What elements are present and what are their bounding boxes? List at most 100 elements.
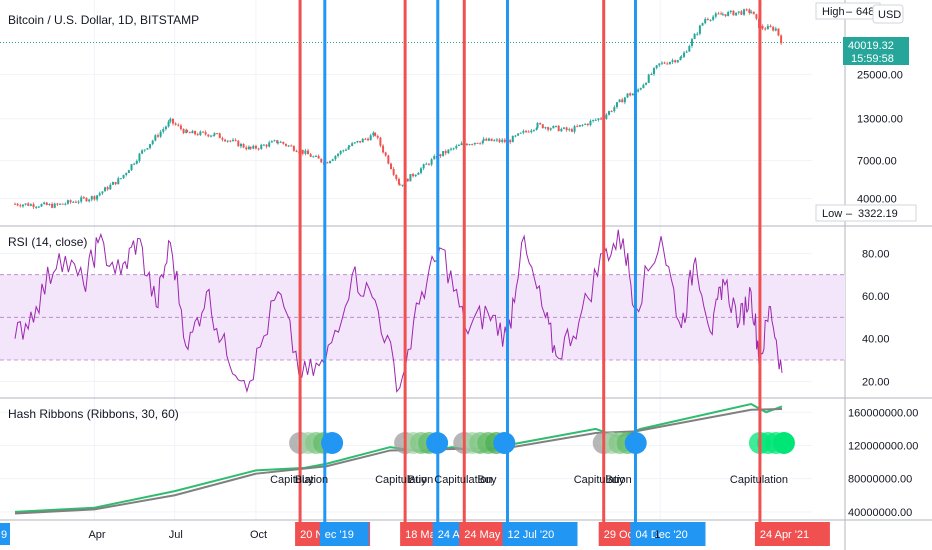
candle-body	[101, 191, 104, 194]
high-marker: High – 6489	[815, 2, 881, 20]
candle-body	[348, 145, 351, 147]
candle-body	[239, 143, 242, 147]
candle-body	[465, 143, 468, 146]
capitulation-annotation: Capitulation	[434, 474, 492, 486]
candle-body	[527, 131, 530, 133]
candle-body	[344, 149, 347, 151]
candle-body	[342, 150, 345, 152]
candle-body	[679, 57, 682, 61]
candle-body	[430, 159, 433, 165]
candle-body	[729, 10, 732, 13]
candle-body	[207, 134, 210, 137]
candle-body	[260, 144, 263, 149]
hash-marker-dot	[772, 432, 795, 454]
candle-body	[482, 138, 485, 141]
rsi-axis-label: 40.00	[862, 334, 890, 346]
candle-body	[629, 93, 632, 96]
candle-body	[331, 159, 334, 161]
candle-body	[761, 25, 764, 29]
candle-body	[532, 129, 535, 131]
candle-body	[98, 193, 101, 196]
candle-body	[359, 140, 362, 143]
candle-body	[109, 184, 112, 190]
time-axis[interactable]: Apr Jul Oct 1	[88, 529, 660, 541]
candle-body	[663, 62, 666, 64]
candle-body	[249, 146, 252, 149]
candle-body	[138, 153, 141, 161]
candle-body	[284, 143, 287, 146]
candle-body	[130, 164, 133, 171]
candle-body	[623, 97, 626, 103]
candle-body	[473, 142, 476, 145]
rsi-axis-label: 20.00	[862, 376, 890, 388]
candle-body	[77, 201, 80, 203]
candle-body	[64, 203, 67, 205]
buy-annotation: Buy	[478, 474, 497, 486]
candle-body	[674, 60, 677, 63]
candle-body	[647, 74, 650, 83]
candle-body	[536, 123, 539, 128]
date-tag-label: 04 Dec '20	[635, 529, 687, 541]
candle-body	[511, 135, 514, 143]
candle-body	[262, 144, 265, 146]
candle-body	[216, 133, 219, 135]
candle-body	[658, 63, 661, 66]
candle-body	[270, 141, 273, 143]
candle-body	[547, 127, 550, 130]
currency-button[interactable]: USD	[872, 4, 904, 24]
candle-body	[320, 158, 323, 163]
candle-body	[213, 133, 216, 136]
candle-body	[525, 130, 528, 132]
candle-body	[522, 130, 525, 133]
candle-body	[498, 139, 501, 142]
candle-body	[254, 145, 257, 149]
candle-body	[589, 120, 592, 126]
candle-body	[552, 125, 555, 129]
candle-body	[135, 160, 138, 164]
candle-body	[666, 63, 669, 65]
candle-body	[317, 155, 320, 159]
candle-body	[204, 132, 207, 135]
candle-body	[14, 203, 17, 205]
candle-body	[191, 130, 194, 134]
candle-body	[660, 62, 663, 64]
candle-body	[72, 201, 75, 203]
candle-body	[85, 197, 88, 202]
svg-text:–: –	[846, 6, 853, 18]
capitulation-event-line	[462, 0, 466, 522]
candle-body	[106, 187, 109, 190]
candle-body	[417, 172, 420, 175]
candle-body	[471, 144, 474, 146]
rsi-series	[14, 229, 783, 394]
candle-body	[680, 56, 683, 58]
candle-body	[133, 163, 136, 165]
candle-body	[117, 178, 120, 185]
candle-body	[277, 142, 280, 144]
candle-body	[740, 11, 743, 15]
left-edge-date-tag: 9	[0, 523, 10, 545]
candle-body	[265, 144, 268, 147]
hash-axis-label: 160000000.00	[848, 407, 918, 419]
candle-body	[409, 174, 412, 182]
candle-body	[444, 151, 447, 154]
candle-body	[493, 140, 496, 142]
candle-body	[226, 140, 229, 142]
candle-body	[514, 135, 517, 137]
candle-body	[398, 184, 401, 186]
candle-body	[273, 140, 276, 142]
candle-body	[626, 93, 629, 98]
rsi-band	[0, 274, 845, 361]
price-pane-title: Bitcoin / U.S. Dollar, 1D, BITSTAMP	[8, 13, 199, 27]
candle-body	[252, 145, 255, 149]
candle-body	[167, 121, 170, 127]
candle-body	[468, 144, 471, 146]
date-tag-bg	[630, 522, 706, 546]
candle-body	[442, 151, 445, 157]
candle-body	[151, 140, 154, 145]
candle-body	[732, 10, 735, 16]
price-axis[interactable]: 4000.00 7000.00 13000.00 25000.00 20.00 40.00…	[848, 69, 918, 518]
candle-body	[517, 133, 520, 136]
candle-body	[447, 149, 450, 154]
